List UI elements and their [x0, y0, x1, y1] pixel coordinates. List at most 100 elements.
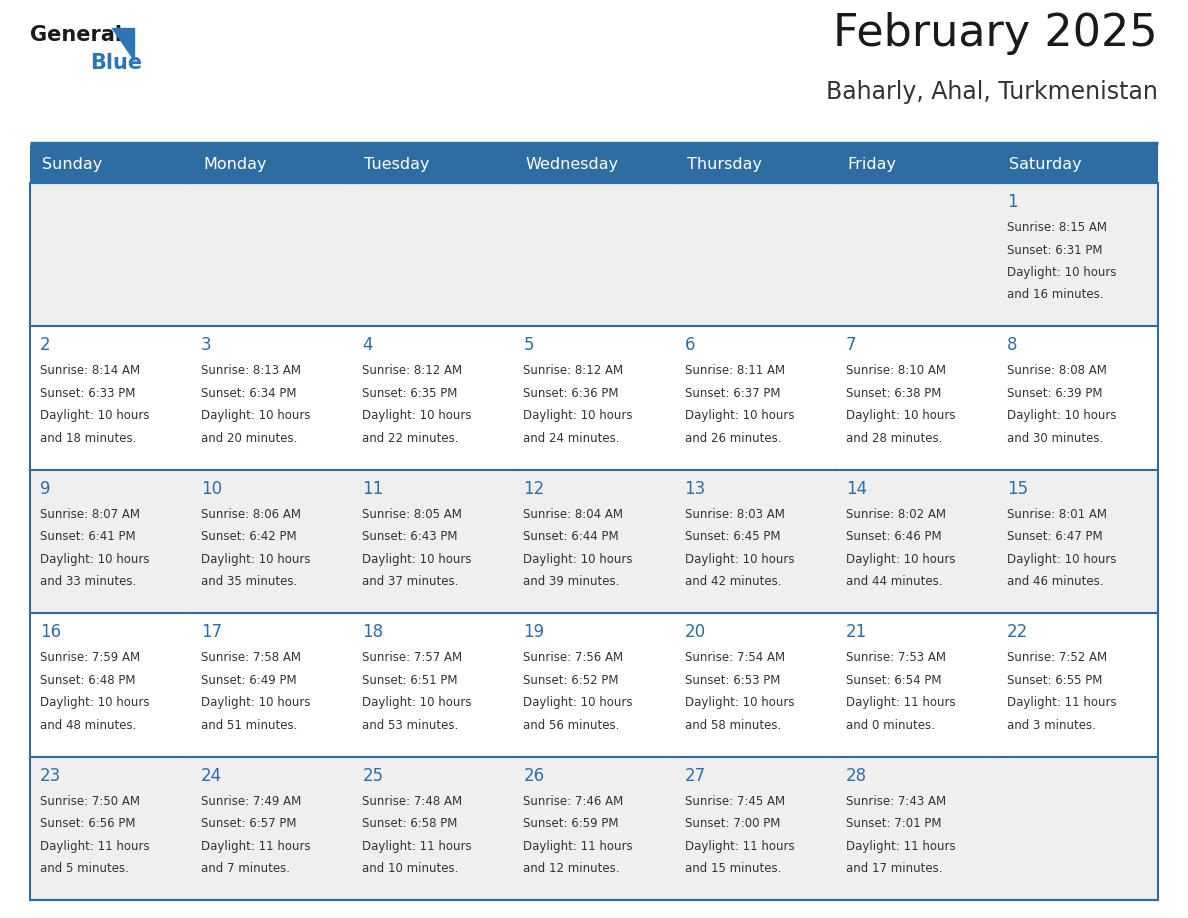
Text: and 53 minutes.: and 53 minutes.: [362, 719, 459, 732]
Text: Baharly, Ahal, Turkmenistan: Baharly, Ahal, Turkmenistan: [826, 80, 1158, 104]
Bar: [513, 183, 675, 327]
Text: and 39 minutes.: and 39 minutes.: [524, 576, 620, 588]
Text: Daylight: 10 hours: Daylight: 10 hours: [846, 553, 955, 565]
Bar: [835, 145, 997, 183]
Text: Daylight: 10 hours: Daylight: 10 hours: [684, 553, 794, 565]
Text: Sunrise: 7:43 AM: Sunrise: 7:43 AM: [846, 795, 946, 808]
Text: Sunset: 6:39 PM: Sunset: 6:39 PM: [1007, 386, 1102, 400]
Text: Tuesday: Tuesday: [365, 156, 430, 172]
Text: 6: 6: [684, 336, 695, 354]
Text: and 26 minutes.: and 26 minutes.: [684, 431, 781, 445]
Bar: [835, 470, 997, 613]
Text: Sunrise: 7:54 AM: Sunrise: 7:54 AM: [684, 651, 785, 665]
Text: 18: 18: [362, 623, 384, 641]
Text: Daylight: 10 hours: Daylight: 10 hours: [201, 553, 310, 565]
Bar: [30, 327, 191, 470]
Bar: [30, 613, 191, 756]
Text: Saturday: Saturday: [1009, 156, 1081, 172]
Text: 27: 27: [684, 767, 706, 785]
Text: and 56 minutes.: and 56 minutes.: [524, 719, 620, 732]
Bar: [353, 756, 513, 900]
Bar: [30, 183, 1158, 900]
Text: Sunrise: 7:46 AM: Sunrise: 7:46 AM: [524, 795, 624, 808]
Text: 2: 2: [40, 336, 51, 354]
Bar: [191, 145, 353, 183]
Text: Daylight: 10 hours: Daylight: 10 hours: [524, 553, 633, 565]
Text: Sunrise: 7:57 AM: Sunrise: 7:57 AM: [362, 651, 462, 665]
Text: 25: 25: [362, 767, 384, 785]
Text: and 0 minutes.: and 0 minutes.: [846, 719, 935, 732]
Bar: [997, 183, 1158, 327]
Text: Sunrise: 8:15 AM: Sunrise: 8:15 AM: [1007, 221, 1107, 234]
Text: Sunrise: 7:53 AM: Sunrise: 7:53 AM: [846, 651, 946, 665]
Text: Daylight: 10 hours: Daylight: 10 hours: [1007, 266, 1117, 279]
Text: 15: 15: [1007, 480, 1028, 498]
Bar: [675, 470, 835, 613]
Text: Daylight: 10 hours: Daylight: 10 hours: [362, 696, 472, 710]
Bar: [675, 183, 835, 327]
Text: Sunset: 6:53 PM: Sunset: 6:53 PM: [684, 674, 781, 687]
Bar: [997, 613, 1158, 756]
Bar: [191, 613, 353, 756]
Text: Sunset: 6:44 PM: Sunset: 6:44 PM: [524, 531, 619, 543]
Text: Sunday: Sunday: [42, 156, 102, 172]
Text: Daylight: 11 hours: Daylight: 11 hours: [846, 696, 955, 710]
Text: Thursday: Thursday: [687, 156, 762, 172]
Bar: [997, 470, 1158, 613]
Text: and 16 minutes.: and 16 minutes.: [1007, 288, 1104, 301]
Text: Sunset: 6:56 PM: Sunset: 6:56 PM: [40, 817, 135, 830]
Text: 1: 1: [1007, 193, 1017, 211]
Text: Sunrise: 8:08 AM: Sunrise: 8:08 AM: [1007, 364, 1107, 377]
Text: and 24 minutes.: and 24 minutes.: [524, 431, 620, 445]
Text: Sunrise: 8:01 AM: Sunrise: 8:01 AM: [1007, 508, 1107, 521]
Text: 26: 26: [524, 767, 544, 785]
Text: Daylight: 10 hours: Daylight: 10 hours: [684, 409, 794, 422]
Text: 16: 16: [40, 623, 61, 641]
Text: Blue: Blue: [90, 53, 143, 73]
Text: and 5 minutes.: and 5 minutes.: [40, 862, 128, 875]
Text: General: General: [30, 25, 122, 45]
Text: Sunset: 6:34 PM: Sunset: 6:34 PM: [201, 386, 297, 400]
Text: Daylight: 10 hours: Daylight: 10 hours: [1007, 409, 1117, 422]
Text: and 46 minutes.: and 46 minutes.: [1007, 576, 1104, 588]
Text: Sunrise: 8:02 AM: Sunrise: 8:02 AM: [846, 508, 946, 521]
Bar: [997, 145, 1158, 183]
Text: Sunrise: 7:58 AM: Sunrise: 7:58 AM: [201, 651, 301, 665]
Bar: [353, 183, 513, 327]
Text: Daylight: 11 hours: Daylight: 11 hours: [684, 840, 795, 853]
Text: 4: 4: [362, 336, 373, 354]
Text: 28: 28: [846, 767, 867, 785]
Text: Daylight: 10 hours: Daylight: 10 hours: [201, 696, 310, 710]
Bar: [835, 327, 997, 470]
Text: Sunset: 6:36 PM: Sunset: 6:36 PM: [524, 386, 619, 400]
Text: 23: 23: [40, 767, 62, 785]
Text: Sunset: 6:52 PM: Sunset: 6:52 PM: [524, 674, 619, 687]
Text: and 12 minutes.: and 12 minutes.: [524, 862, 620, 875]
Text: Sunset: 6:55 PM: Sunset: 6:55 PM: [1007, 674, 1102, 687]
Text: Sunrise: 7:56 AM: Sunrise: 7:56 AM: [524, 651, 624, 665]
Text: Daylight: 10 hours: Daylight: 10 hours: [524, 696, 633, 710]
Text: Friday: Friday: [848, 156, 897, 172]
Text: Sunset: 7:00 PM: Sunset: 7:00 PM: [684, 817, 781, 830]
Bar: [353, 327, 513, 470]
Text: and 51 minutes.: and 51 minutes.: [201, 719, 297, 732]
Bar: [675, 327, 835, 470]
Text: 9: 9: [40, 480, 51, 498]
Text: Sunset: 6:45 PM: Sunset: 6:45 PM: [684, 531, 781, 543]
Text: Sunrise: 8:14 AM: Sunrise: 8:14 AM: [40, 364, 140, 377]
Text: and 28 minutes.: and 28 minutes.: [846, 431, 942, 445]
Text: Sunset: 6:43 PM: Sunset: 6:43 PM: [362, 531, 457, 543]
Text: Sunrise: 8:05 AM: Sunrise: 8:05 AM: [362, 508, 462, 521]
Bar: [675, 145, 835, 183]
Text: Daylight: 10 hours: Daylight: 10 hours: [40, 409, 150, 422]
Text: 10: 10: [201, 480, 222, 498]
Text: Sunset: 6:37 PM: Sunset: 6:37 PM: [684, 386, 781, 400]
Text: Sunrise: 7:48 AM: Sunrise: 7:48 AM: [362, 795, 462, 808]
Text: 5: 5: [524, 336, 533, 354]
Text: and 48 minutes.: and 48 minutes.: [40, 719, 137, 732]
Text: 3: 3: [201, 336, 211, 354]
Text: Sunset: 6:54 PM: Sunset: 6:54 PM: [846, 674, 941, 687]
Bar: [191, 183, 353, 327]
Text: Daylight: 10 hours: Daylight: 10 hours: [40, 696, 150, 710]
Text: Sunrise: 7:49 AM: Sunrise: 7:49 AM: [201, 795, 302, 808]
